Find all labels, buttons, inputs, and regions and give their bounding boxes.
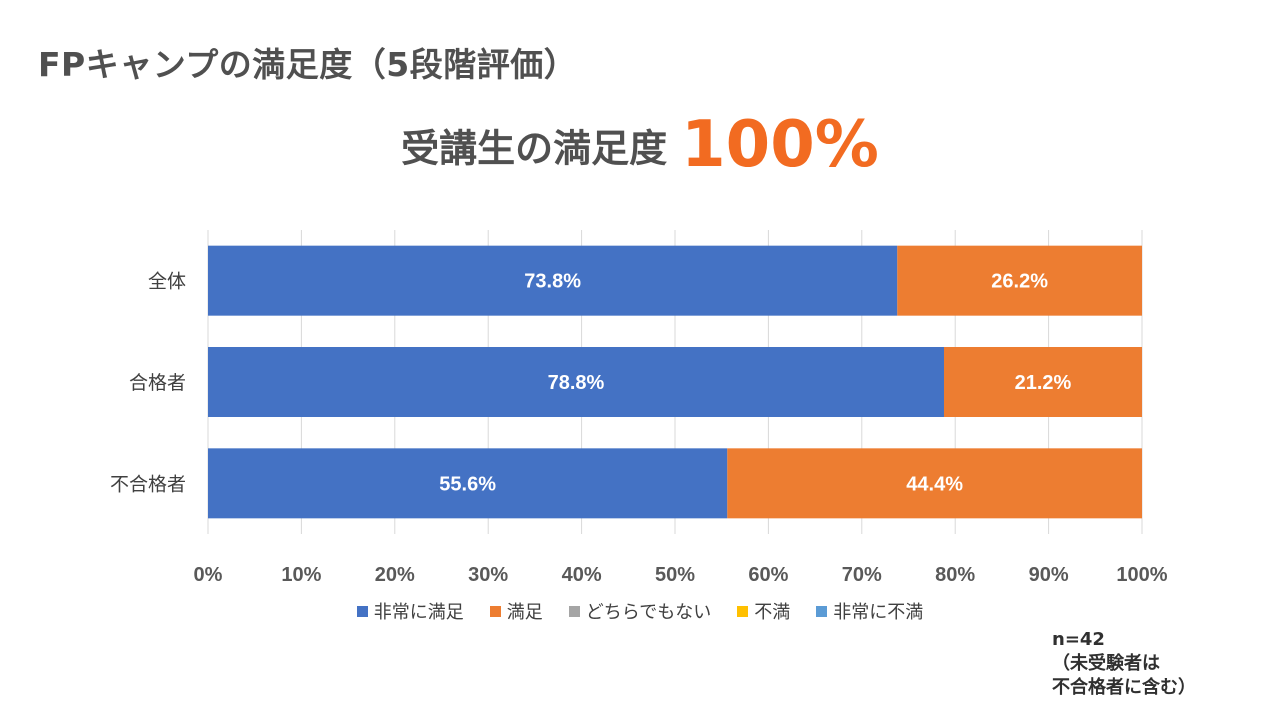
data-label: 21.2% [1015,372,1072,394]
legend-swatch [816,605,828,617]
x-tick-label: 0% [194,564,223,586]
y-category-label: 不合格者 [110,473,186,495]
x-tick-label: 60% [748,564,788,586]
chart-legend: 非常に満足 満足 どちらでもない 不満 非常に不満 [0,598,1280,624]
x-tick-label: 30% [468,564,508,586]
x-tick-label: 80% [935,564,975,586]
legend-item: 非常に満足 [356,598,464,624]
legend-item: 非常に不満 [816,598,923,624]
data-label: 44.4% [906,473,963,495]
legend-label: 満足 [506,602,543,623]
sample-note: n=42 （未受験者は 不合格者に含む） [1052,628,1196,700]
x-tick-label: 70% [842,564,882,586]
legend-swatch [737,605,749,617]
legend-label: 非常に不満 [833,602,924,623]
legend-label: 非常に満足 [373,602,464,623]
legend-swatch [356,605,368,617]
legend-label: 不満 [754,602,791,623]
data-label: 78.8% [548,372,605,394]
x-tick-label: 10% [281,564,321,586]
legend-swatch [568,605,580,617]
data-label: 55.6% [439,473,496,495]
stacked-bar-chart: 0% 10% 20% 30% 40% 50% 60% 70% 80% 90% 100% 全体 73.8%… [110,230,1168,586]
legend-item: 満足 [489,598,543,624]
legend-item: 不満 [737,598,790,624]
note-line-2: （未受験者は [1052,653,1160,674]
bar-segment [897,245,1142,316]
bar-segment [943,347,1142,417]
legend-swatch [489,605,501,617]
bar-segment [727,448,1142,519]
note-sample-size: n=42 [1052,629,1105,650]
y-category-label: 全体 [148,271,186,293]
note-line-3: 不合格者に含む） [1052,677,1196,698]
x-tick-label: 100% [1116,564,1167,586]
x-tick-label: 40% [562,564,602,586]
y-category-label: 合格者 [129,372,186,394]
x-tick-label: 50% [655,564,695,586]
x-tick-label: 90% [1029,564,1069,586]
data-label: 73.8% [524,271,581,293]
bar-segment [208,245,898,316]
bar-segment [208,347,944,417]
legend-label: どちらでもない [585,602,712,623]
x-tick-label: 20% [375,564,415,586]
bar-segment [208,448,728,519]
headline: 受講生の満足度 100% [0,108,1280,182]
headline-text: 受講生の満足度 [401,126,668,171]
data-label: 26.2% [991,271,1048,293]
slide-title: FPキャンプの満足度（5段階評価） [38,45,578,84]
legend-item: どちらでもない [568,598,712,624]
headline-value: 100% [681,108,879,182]
